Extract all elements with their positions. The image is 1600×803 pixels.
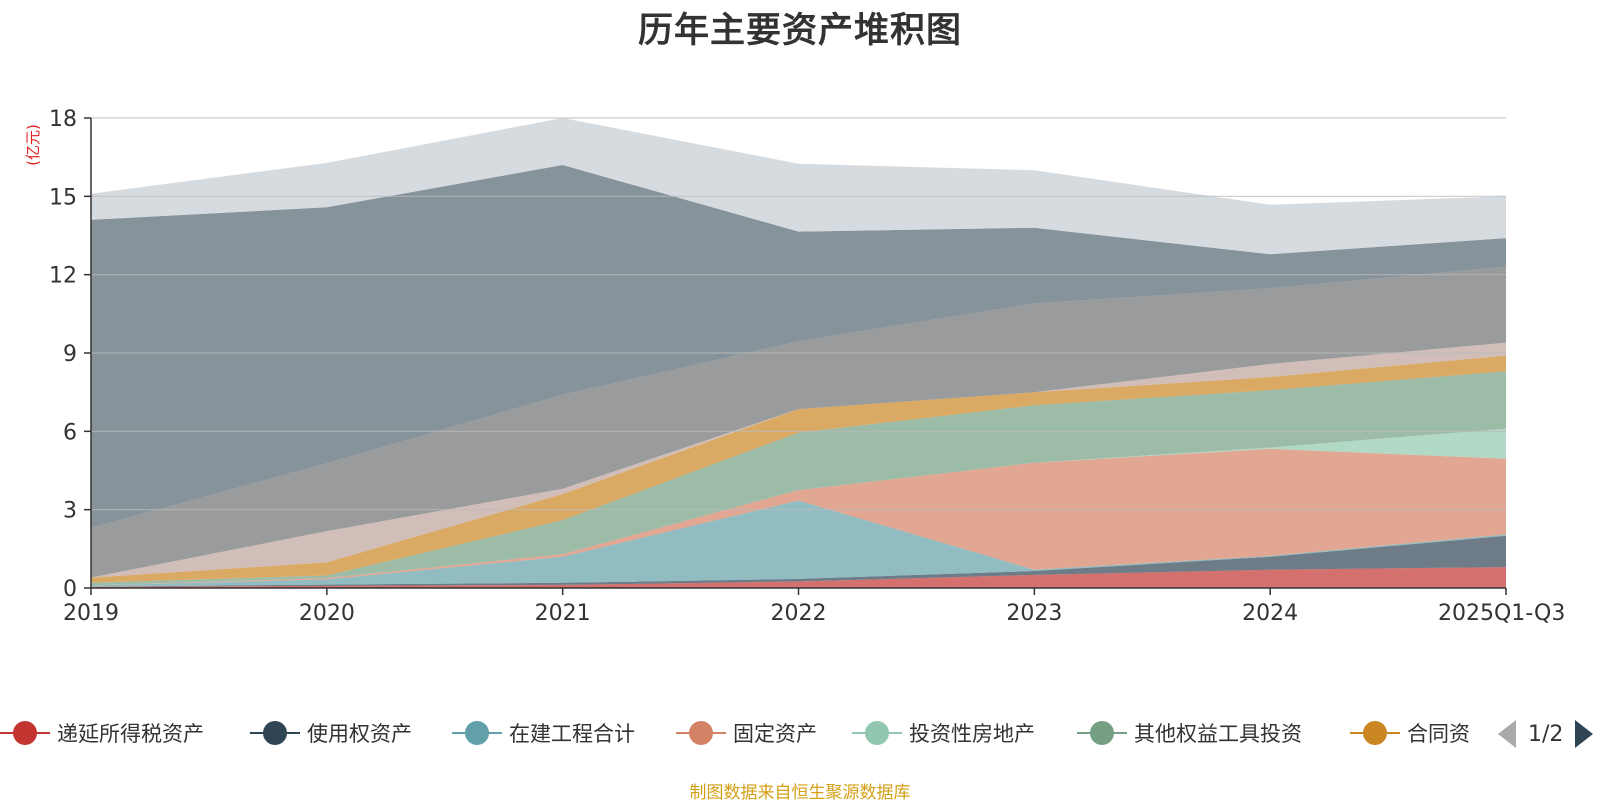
legend-item-deferred-tax[interactable]: 递延所得税资产 [0,715,204,751]
chart-title: 历年主要资产堆积图 [637,11,962,51]
legend-label: 递延所得税资产 [57,722,204,746]
legend-symbol [452,715,502,751]
legend-item-contract-assets[interactable]: 合同资 [1350,715,1470,751]
legend-dot-icon [689,721,713,745]
prev-page-arrow-icon[interactable] [1498,720,1516,748]
grid-lines [91,117,1506,511]
legend-item-investment-property[interactable]: 投资性房地产 [852,715,1035,751]
area-series-3[interactable] [91,448,1506,586]
legend-page-indicator: 1/2 [1528,721,1564,747]
legend-dot-icon [1090,721,1114,745]
next-page-arrow-icon[interactable] [1575,720,1594,748]
x-tick-label: 2021 [535,601,591,626]
legend-label: 其他权益工具投资 [1134,722,1302,746]
axes: 0 3 6 9 12 15 18 2019 2020 2021 2022 2023 2024 2025Q1… [49,107,1565,626]
legend-item-right-of-use[interactable]: 使用权资产 [250,715,412,751]
area-series-7[interactable] [91,342,1506,578]
area-series-8[interactable] [91,266,1506,578]
legend-symbol [676,715,726,751]
legend-label: 在建工程合计 [509,722,635,746]
legend-symbol [852,715,902,751]
y-tick-label: 18 [49,107,77,132]
legend-label: 使用权资产 [307,722,412,746]
y-tick-label: 0 [63,577,77,602]
legend-dot-icon [865,721,889,745]
area-series-2[interactable] [91,500,1506,587]
legend-dot-icon [1363,721,1387,745]
x-tick-label: 2025Q1-Q3 [1438,601,1565,626]
x-tick-label: 2022 [771,601,827,626]
x-tick-label: 2020 [299,601,355,626]
area-series-10[interactable] [91,118,1506,255]
y-axis-label: (亿元) [24,124,42,166]
legend-item-other-equity[interactable]: 其他权益工具投资 [1077,715,1302,751]
legend: 递延所得税资产 使用权资产 在建工程合计 固定资产 投资性房地产 [0,715,1600,751]
legend-item-fixed-assets[interactable]: 固定资产 [676,715,817,751]
legend-dot-icon [465,721,489,745]
legend-label: 合同资 [1407,722,1470,746]
y-tick-label: 3 [63,499,77,524]
legend-symbol [0,715,50,751]
y-tick-label: 12 [49,264,77,289]
y-tick-label: 9 [63,342,77,367]
area-series-1[interactable] [91,535,1506,587]
y-tick-label: 15 [49,185,77,210]
area-series-5[interactable] [91,371,1506,586]
legend-symbol [250,715,300,751]
area-series-9[interactable] [91,165,1506,528]
legend-item-construction[interactable]: 在建工程合计 [452,715,635,751]
legend-dot-icon [263,721,287,745]
data-source-note: 制图数据来自恒生聚源数据库 [689,783,911,803]
legend-label: 固定资产 [733,722,817,746]
x-tick-label: 2024 [1242,601,1298,626]
area-series-group [91,118,1506,588]
x-tick-label: 2019 [63,601,119,626]
legend-symbol [1077,715,1127,751]
legend-label: 投资性房地产 [909,722,1035,746]
area-series-0[interactable] [91,567,1506,588]
stacked-area-chart: 0 3 6 9 12 15 18 2019 2020 2021 2022 2023 2024 2025Q1… [24,107,1565,626]
x-tick-label: 2023 [1006,601,1062,626]
legend-symbol [1350,715,1400,751]
area-series-6[interactable] [91,355,1506,583]
legend-dot-icon [13,721,37,745]
area-series-4[interactable] [91,428,1506,586]
legend-pager: 1/2 [1498,716,1594,752]
y-tick-label: 6 [63,420,77,445]
